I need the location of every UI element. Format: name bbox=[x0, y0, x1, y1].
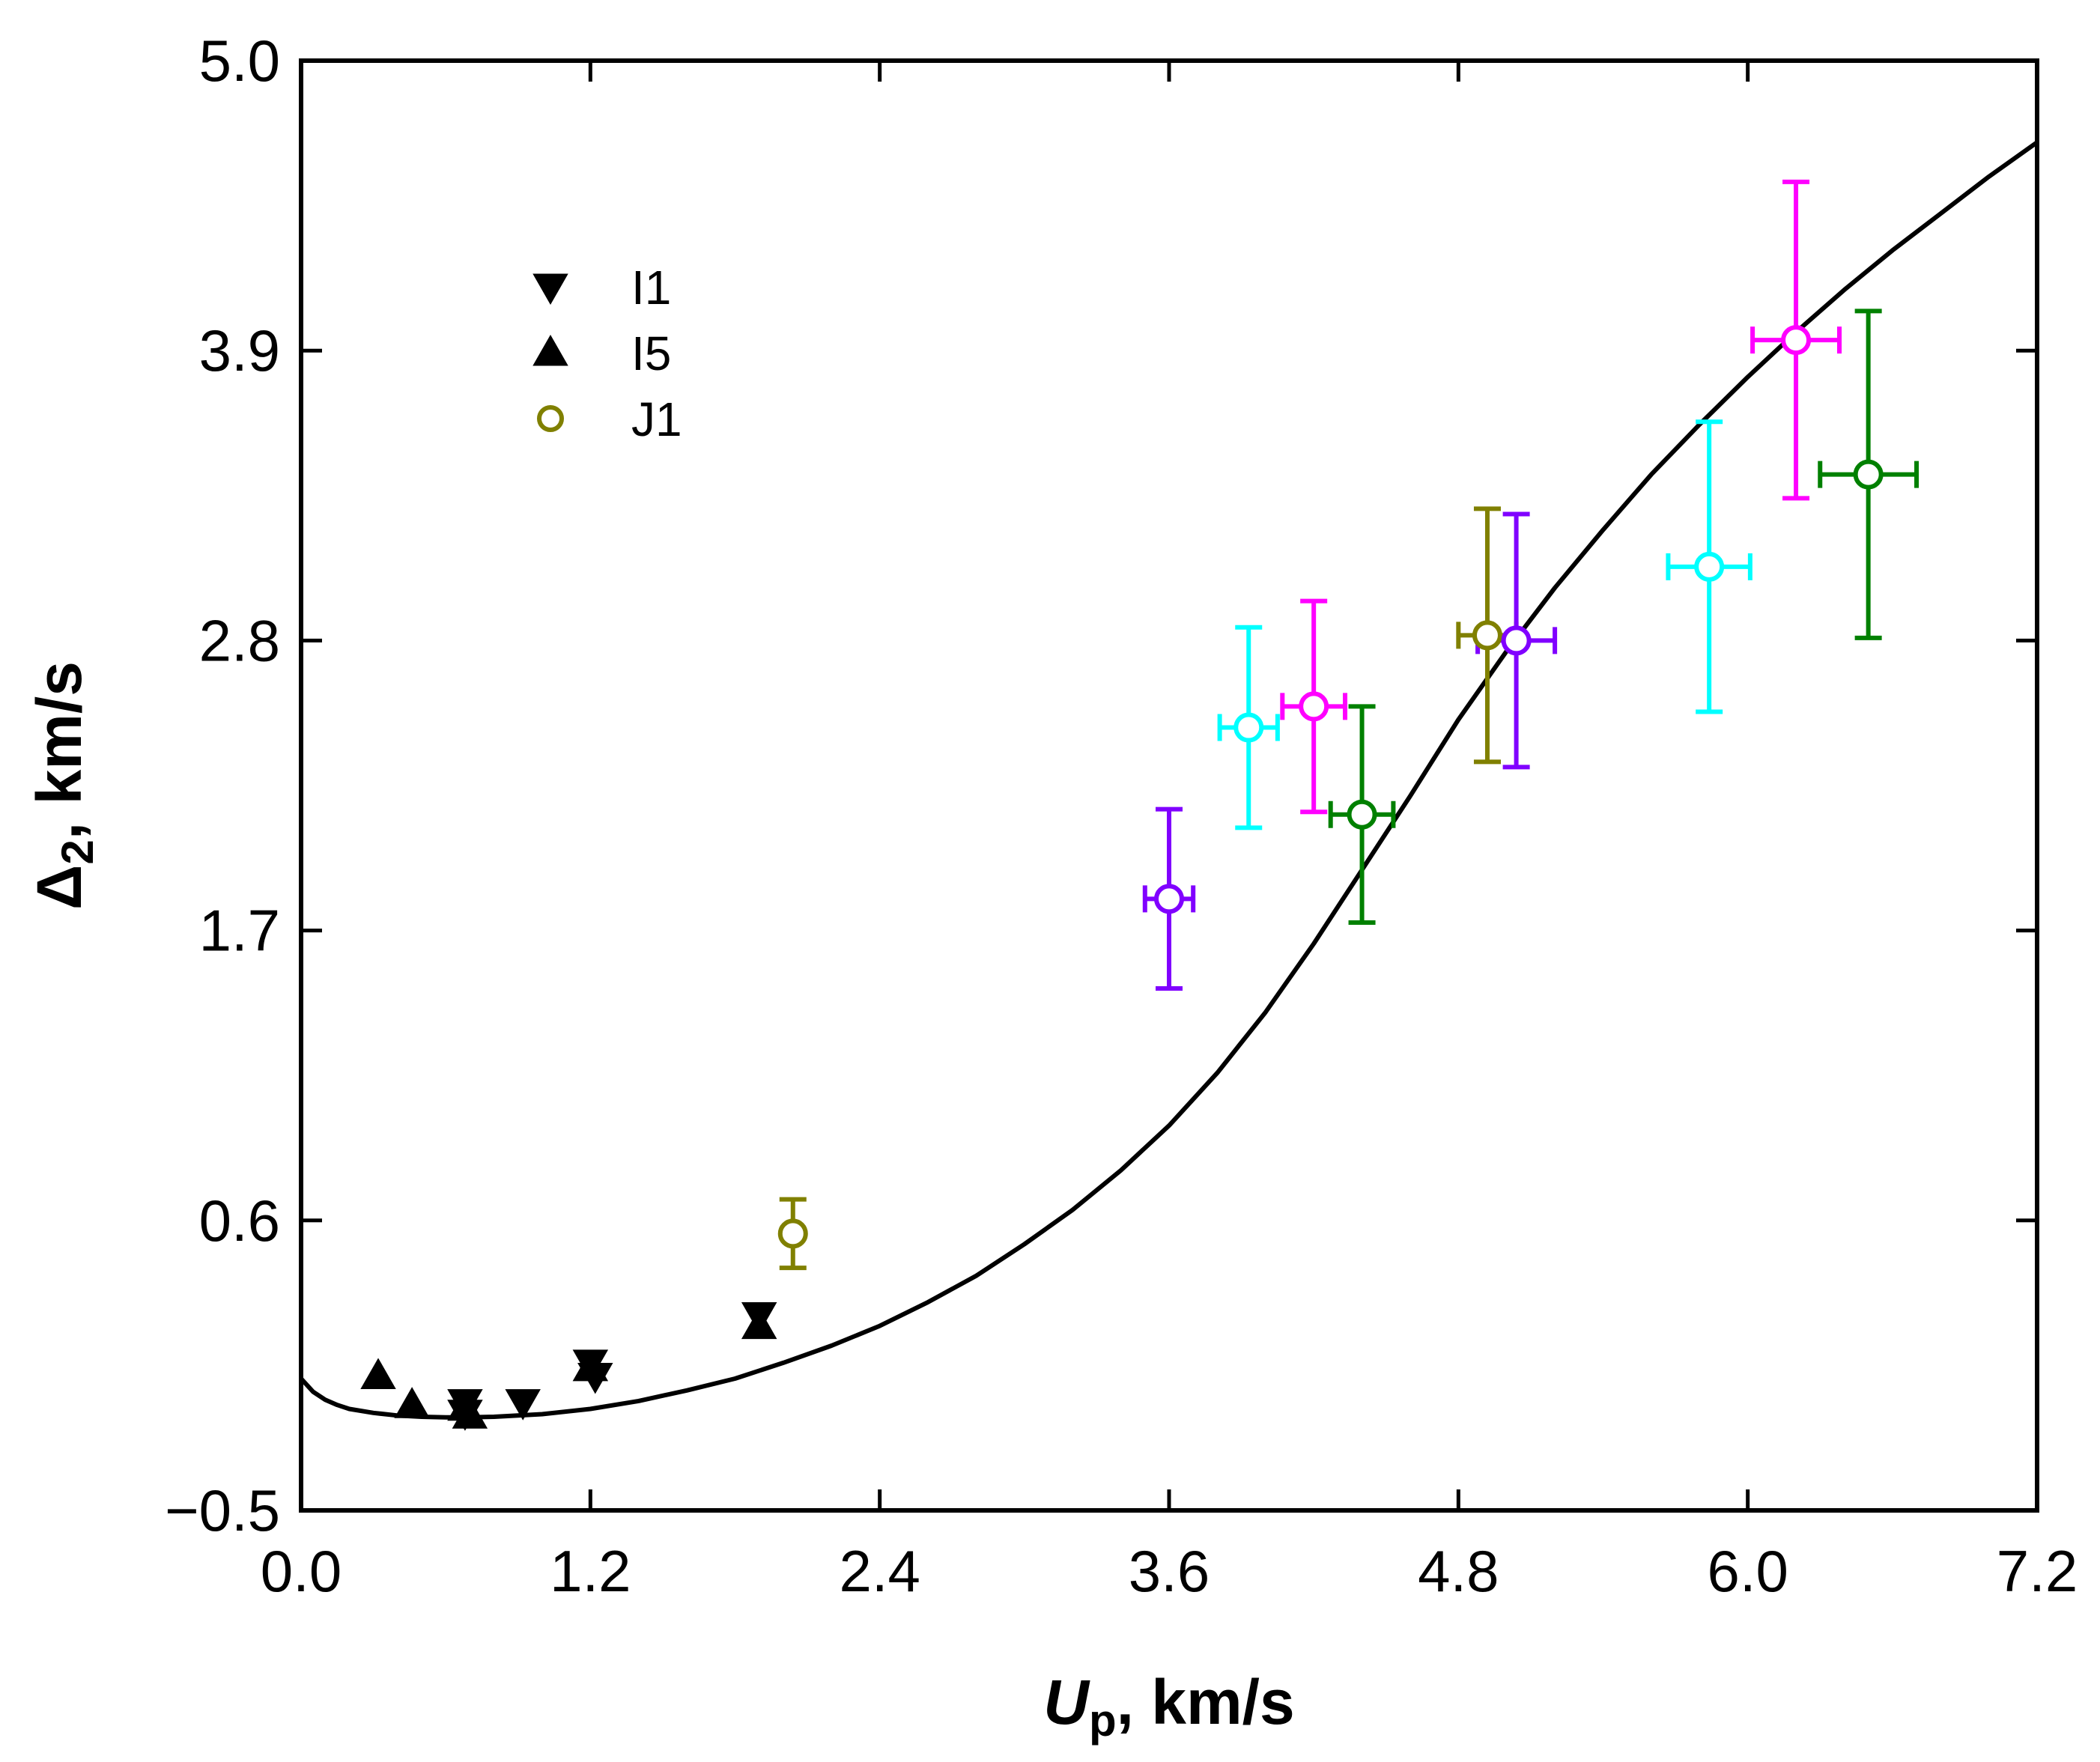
y-tick-label: 0.6 bbox=[199, 1188, 280, 1254]
data-point-triangle-up bbox=[741, 1307, 777, 1340]
x-tick-label: 6.0 bbox=[1707, 1538, 1788, 1604]
y-tick-label: 3.9 bbox=[199, 318, 280, 383]
data-point-triangle-up bbox=[394, 1387, 430, 1418]
x-tick-label: 7.2 bbox=[1997, 1538, 2078, 1604]
x-tick-label: 2.4 bbox=[839, 1538, 920, 1604]
data-point-circle bbox=[1299, 691, 1329, 722]
data-point-circle bbox=[1347, 799, 1377, 830]
data-point-circle bbox=[1501, 625, 1532, 656]
data-point-circle bbox=[1781, 325, 1812, 356]
legend-label: J1 bbox=[631, 392, 682, 446]
y-tick-label: 5.0 bbox=[199, 28, 280, 94]
legend-marker-I5 bbox=[532, 334, 568, 366]
data-point-triangle-up bbox=[452, 1397, 488, 1429]
legend: I1 I5 J1 bbox=[532, 261, 682, 446]
x-axis-title: Up, km/s bbox=[1043, 1667, 1294, 1746]
y-tick-label: −0.5 bbox=[165, 1477, 280, 1543]
legend-label: I5 bbox=[631, 326, 671, 380]
tick-layer: 0.0 1.2 2.4 3.6 4.8 6.0 7.2 −0.5 0.6 1.7 2.8 3.9 5.0 bbox=[165, 28, 2078, 1604]
x-tick-label: 1.2 bbox=[550, 1538, 631, 1604]
model-curve bbox=[299, 140, 2039, 1420]
errorbar-layer bbox=[779, 179, 1920, 1271]
data-point-circle bbox=[1694, 551, 1725, 582]
data-point-circle bbox=[1233, 712, 1264, 743]
x-tick-label: 4.8 bbox=[1418, 1538, 1499, 1604]
data-point-triangle-down bbox=[505, 1389, 541, 1421]
data-point-circle bbox=[1853, 459, 1884, 490]
y-tick-label: 1.7 bbox=[199, 898, 280, 964]
data-point-circle bbox=[777, 1218, 808, 1249]
marker-layer bbox=[360, 325, 1884, 1431]
legend-marker-I1 bbox=[532, 273, 568, 306]
x-tick-label: 3.6 bbox=[1129, 1538, 1210, 1604]
legend-marker-J1 bbox=[537, 405, 564, 432]
data-point-circle bbox=[1472, 620, 1502, 651]
data-point-triangle-up bbox=[360, 1358, 396, 1389]
data-point-circle bbox=[1154, 884, 1184, 914]
y-axis-title: Δ2, km/s bbox=[24, 661, 103, 910]
legend-label: I1 bbox=[631, 261, 671, 315]
y-tick-label: 2.8 bbox=[199, 607, 280, 673]
model-curve-layer bbox=[299, 140, 2039, 1420]
data-point-triangle-up bbox=[572, 1349, 609, 1382]
x-tick-label: 0.0 bbox=[261, 1538, 342, 1604]
